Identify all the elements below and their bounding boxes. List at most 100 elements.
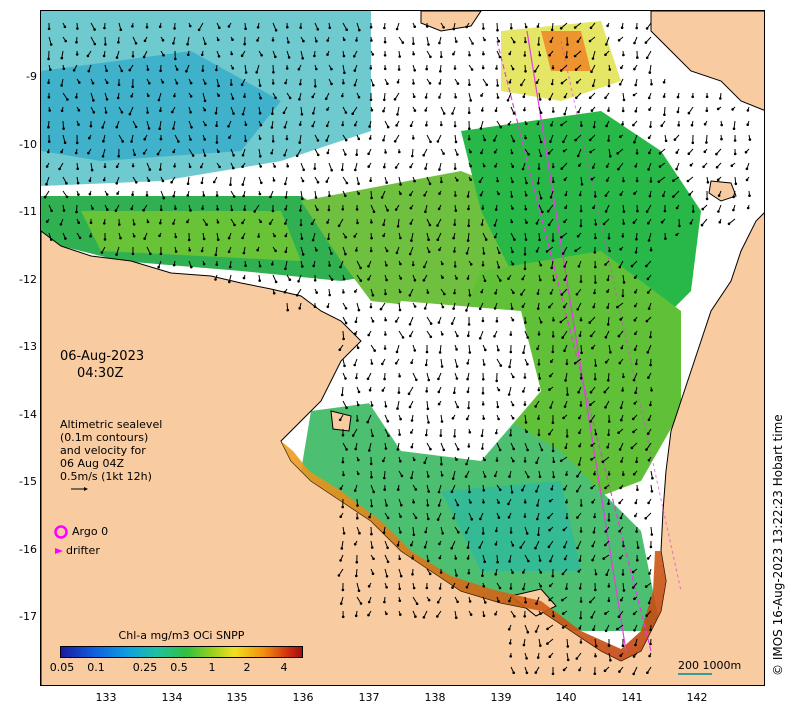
map-panel[interactable] (40, 10, 765, 686)
velocity-arrowhead (287, 56, 291, 59)
velocity-arrowhead (200, 53, 204, 57)
velocity-arrowhead (647, 221, 650, 225)
velocity-arrowhead (527, 475, 530, 479)
velocity-arrowhead (451, 112, 454, 115)
velocity-arrowhead (89, 221, 93, 224)
velocity-arrowhead (200, 249, 204, 253)
velocity-arrowhead (594, 432, 598, 436)
velocity-arrowhead (508, 475, 511, 478)
velocity-arrowhead (344, 321, 348, 325)
velocity-arrowhead (411, 556, 414, 560)
velocity-arrowhead (646, 671, 649, 674)
velocity-arrowhead (594, 223, 598, 226)
velocity-arrow (560, 64, 568, 71)
velocity-arrowhead (47, 95, 51, 99)
velocity-arrowhead (295, 293, 299, 297)
velocity-arrowhead (508, 642, 512, 645)
velocity-arrowhead (536, 517, 539, 521)
velocity-arrowhead (143, 39, 147, 43)
velocity-arrowhead (608, 249, 611, 253)
velocity-arrowhead (480, 223, 484, 226)
velocity-arrowhead (602, 222, 606, 226)
velocity-arrowhead (690, 123, 694, 127)
velocity-arrowhead (618, 529, 621, 533)
velocity-arrowhead (452, 27, 456, 31)
velocity-arrowhead (162, 196, 166, 200)
velocity-arrowhead (284, 250, 288, 253)
velocity-arrowhead (47, 140, 51, 143)
velocity-arrowhead (536, 25, 540, 28)
velocity-arrowhead (341, 505, 345, 509)
velocity-arrowhead (549, 140, 552, 143)
velocity-arrowhead (495, 431, 498, 435)
velocity-arrowhead (286, 308, 289, 312)
velocity-arrowhead (494, 543, 498, 546)
velocity-arrowhead (75, 95, 78, 99)
velocity-arrowhead (466, 277, 470, 280)
velocity-arrowhead (119, 236, 122, 240)
velocity-arrowhead (512, 139, 516, 143)
velocity-arrowhead (159, 69, 162, 73)
velocity-arrowhead (577, 463, 581, 466)
velocity-arrowhead (589, 150, 592, 154)
velocity-arrowhead (548, 432, 551, 436)
velocity-arrowhead (550, 82, 554, 86)
velocity-arrow (412, 526, 415, 535)
velocity-arrowhead (455, 277, 458, 280)
velocity-arrowhead (482, 363, 486, 366)
velocity-arrowhead (535, 602, 538, 605)
velocity-arrowhead (566, 393, 569, 396)
velocity-arrowhead (366, 377, 370, 381)
velocity-arrowhead (524, 40, 527, 44)
velocity-arrowhead (453, 435, 456, 438)
velocity-arrowhead (549, 292, 553, 295)
velocity-arrowhead (636, 209, 639, 213)
velocity-arrow (341, 386, 344, 395)
velocity-arrowhead (483, 279, 487, 283)
velocity-arrowhead (479, 127, 483, 130)
velocity-arrowhead (579, 318, 583, 322)
velocity-arrowhead (187, 238, 191, 242)
velocity-arrowhead (592, 531, 596, 534)
velocity-arrowhead (426, 291, 430, 294)
velocity-arrowhead (591, 501, 594, 504)
velocity-arrowhead (620, 346, 623, 350)
velocity-arrowhead (326, 39, 330, 42)
velocity-arrowhead (493, 235, 497, 239)
velocity-arrowhead (232, 112, 235, 115)
velocity-arrowhead (566, 43, 569, 46)
velocity-arrowhead (242, 251, 246, 255)
velocity-arrowhead (609, 154, 612, 158)
velocity-arrowhead (578, 559, 582, 562)
velocity-arrowhead (494, 208, 498, 211)
velocity-arrowhead (298, 123, 302, 126)
velocity-arrowhead (457, 530, 460, 534)
velocity-arrowhead (217, 55, 221, 58)
velocity-arrow (577, 540, 582, 549)
velocity-arrowhead (204, 42, 207, 46)
velocity-arrowhead (427, 250, 431, 254)
velocity-arrowhead (284, 267, 287, 271)
velocity-arrowhead (353, 363, 357, 367)
velocity-arrowhead (607, 473, 611, 476)
velocity-arrowhead (575, 81, 579, 84)
y-tick-label: -11 (19, 205, 37, 218)
velocity-arrowhead (575, 657, 579, 660)
velocity-arrowhead (326, 53, 329, 56)
velocity-arrowhead (259, 165, 262, 168)
velocity-arrowhead (574, 68, 578, 71)
velocity-arrowhead (594, 364, 597, 367)
velocity-arrowhead (146, 68, 150, 71)
velocity-arrowhead (589, 334, 593, 338)
velocity-arrowhead (386, 125, 390, 129)
velocity-arrowhead (691, 95, 694, 99)
velocity-arrowhead (393, 98, 397, 101)
velocity-arrowhead (256, 39, 259, 42)
velocity-arrowhead (427, 475, 430, 478)
velocity-arrowhead (204, 82, 207, 85)
velocity-arrowhead (379, 307, 383, 311)
velocity-arrowhead (186, 42, 189, 46)
velocity-arrowhead (230, 208, 234, 212)
velocity-arrowhead (523, 376, 527, 379)
velocity-arrowhead (524, 238, 528, 241)
